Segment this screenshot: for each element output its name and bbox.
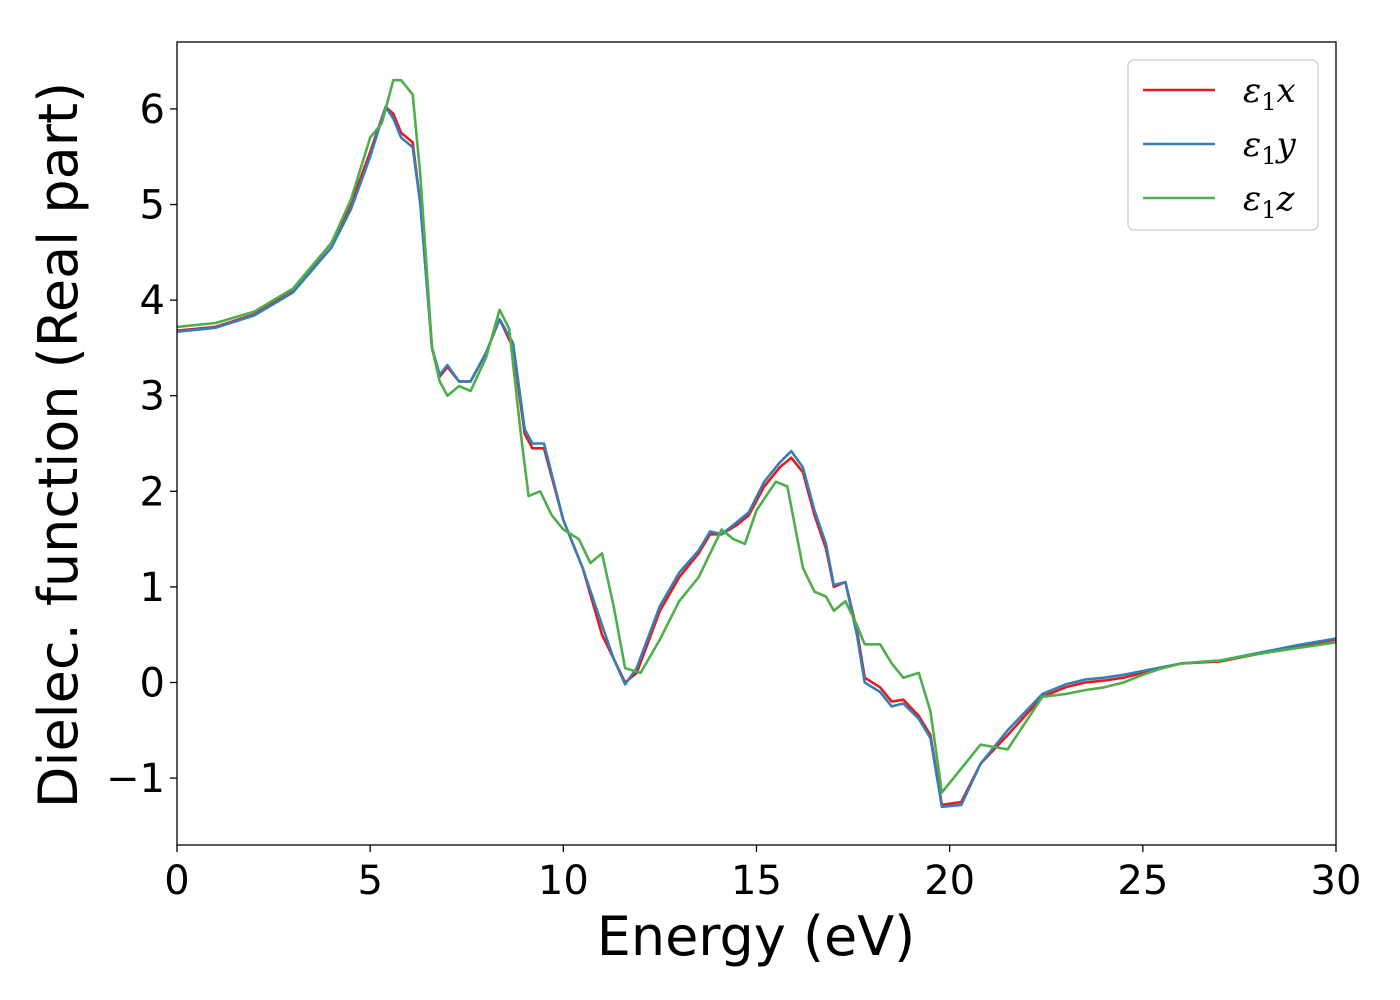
y-tick-label: −1 xyxy=(106,756,165,802)
x-tick-label: 30 xyxy=(1311,858,1362,904)
x-tick-label: 5 xyxy=(357,858,382,904)
x-axis: 0 5 10 15 20 25 30 xyxy=(164,845,1361,904)
legend-label-y: ε1y xyxy=(1243,125,1297,170)
y-tick-label: 6 xyxy=(140,87,165,133)
x-tick-label: 15 xyxy=(731,858,782,904)
x-tick-label: 0 xyxy=(164,858,189,904)
y-tick-label: 0 xyxy=(140,660,165,706)
legend-label-x: ε1x xyxy=(1243,71,1296,116)
y-tick-label: 3 xyxy=(140,374,165,420)
y-axis-title: Dielec. function (Real part) xyxy=(27,82,90,808)
x-tick-label: 10 xyxy=(538,858,589,904)
x-axis-title: Energy (eV) xyxy=(597,905,916,968)
y-tick-label: 5 xyxy=(140,183,165,229)
y-tick-label: 2 xyxy=(140,469,165,515)
legend-label-z: ε1z xyxy=(1243,179,1296,224)
y-tick-label: 1 xyxy=(140,565,165,611)
legend-box xyxy=(1127,59,1319,231)
y-tick-label: 4 xyxy=(140,278,165,324)
series-line-y xyxy=(176,105,1337,809)
x-tick-label: 25 xyxy=(1117,858,1168,904)
legend: ε1x ε1y ε1z xyxy=(1127,59,1319,231)
y-axis: −1 0 1 2 3 4 5 6 xyxy=(106,87,177,802)
series-line-z xyxy=(176,78,1337,794)
series-layer xyxy=(176,78,1337,809)
x-tick-label: 20 xyxy=(924,858,975,904)
